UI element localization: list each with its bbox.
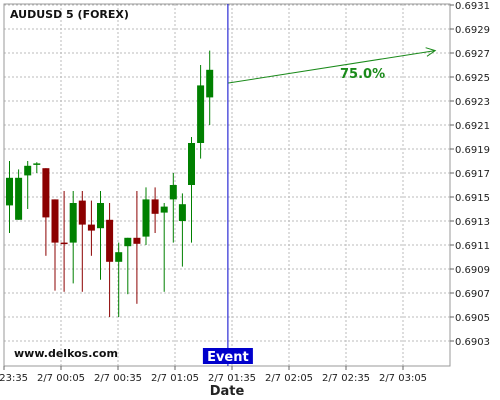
x-axis-label: Date <box>210 384 245 399</box>
candle <box>42 168 50 256</box>
candle-body <box>33 163 41 165</box>
y-tick-label: 0.6921 <box>455 121 490 132</box>
candle-body <box>178 204 186 221</box>
watermark: www.delkos.com <box>14 347 118 360</box>
candle-body <box>106 219 114 262</box>
candle <box>69 191 77 284</box>
x-tick-label: 2/7 00:05 <box>37 373 85 384</box>
candle <box>78 191 86 292</box>
candle <box>206 50 214 125</box>
candle-body <box>197 85 205 143</box>
y-tick-label: 0.6911 <box>455 241 490 252</box>
candle <box>188 137 195 243</box>
y-axis-ticks: 0.6903 0.6905 0.6907 0.6909 0.6911 0.6913 0.69… <box>450 1 490 348</box>
candle <box>133 191 141 304</box>
candle <box>24 161 32 209</box>
candle <box>124 237 132 295</box>
candle-body <box>115 252 123 262</box>
x-tick-label: 2/7 01:35 <box>208 373 256 384</box>
candle-body <box>97 203 104 229</box>
candle-body <box>151 199 159 214</box>
candle-body <box>87 224 95 231</box>
y-tick-label: 0.6909 <box>455 265 490 276</box>
candle-body <box>169 185 177 200</box>
candle <box>33 162 41 173</box>
event-label-box <box>202 348 253 364</box>
y-tick-label: 0.6929 <box>455 25 490 36</box>
candle-body <box>69 203 77 243</box>
candle <box>151 187 159 233</box>
event-label: Event <box>207 350 249 365</box>
candle-body <box>60 242 68 245</box>
candle <box>6 161 13 233</box>
x-tick-label: 2/7 23:35 <box>0 373 28 384</box>
candle-body <box>51 199 59 243</box>
candle-body <box>124 237 132 247</box>
candles-layer <box>6 50 214 317</box>
y-tick-label: 0.6903 <box>455 337 490 348</box>
y-tick-label: 0.6917 <box>455 169 490 180</box>
y-tick-label: 0.6913 <box>455 217 490 228</box>
projection-arrow-head <box>425 47 437 57</box>
y-tick-label: 0.6925 <box>455 73 490 84</box>
y-tick-label: 0.6931 <box>455 1 490 12</box>
y-tick-label: 0.6919 <box>455 145 490 156</box>
candle-body <box>160 206 168 213</box>
candle-body <box>24 165 32 176</box>
y-tick-label: 0.6927 <box>455 49 490 60</box>
x-tick-label: 2/7 02:05 <box>265 373 313 384</box>
candle-body <box>133 237 141 244</box>
candle-body <box>188 143 195 185</box>
chart-title: AUDUSD 5 (FOREX) <box>10 8 129 21</box>
candle <box>87 200 95 256</box>
x-axis-ticks: 2/7 23:35 2/7 00:05 2/7 00:35 2/7 01:05 2/7 … <box>0 366 427 384</box>
candle <box>97 191 104 280</box>
candle <box>160 203 168 292</box>
candle-body <box>142 199 150 237</box>
candle-body <box>6 177 13 206</box>
candle <box>106 203 114 317</box>
x-tick-label: 2/7 00:35 <box>94 373 142 384</box>
candle <box>142 187 150 245</box>
candle <box>115 242 123 317</box>
candle <box>178 193 186 267</box>
candle <box>169 173 177 243</box>
plot-frame <box>3 3 451 367</box>
projection-arrow-line <box>228 50 436 84</box>
y-tick-label: 0.6907 <box>455 289 490 300</box>
projection-percent-label: 75.0% <box>340 67 385 82</box>
y-tick-label: 0.6915 <box>455 193 490 204</box>
candle-body <box>42 168 50 218</box>
x-tick-label: 2/7 02:35 <box>322 373 370 384</box>
candle-body <box>15 177 23 220</box>
y-tick-label: 0.6923 <box>455 97 490 108</box>
candle <box>15 169 23 220</box>
candle <box>197 65 205 159</box>
candle <box>60 191 68 292</box>
x-tick-label: 2/7 03:05 <box>379 373 427 384</box>
x-tick-label: 2/7 01:05 <box>151 373 199 384</box>
candle <box>51 199 59 291</box>
y-tick-label: 0.6905 <box>455 313 490 324</box>
candle-body <box>206 69 214 98</box>
candle-body <box>78 200 86 225</box>
